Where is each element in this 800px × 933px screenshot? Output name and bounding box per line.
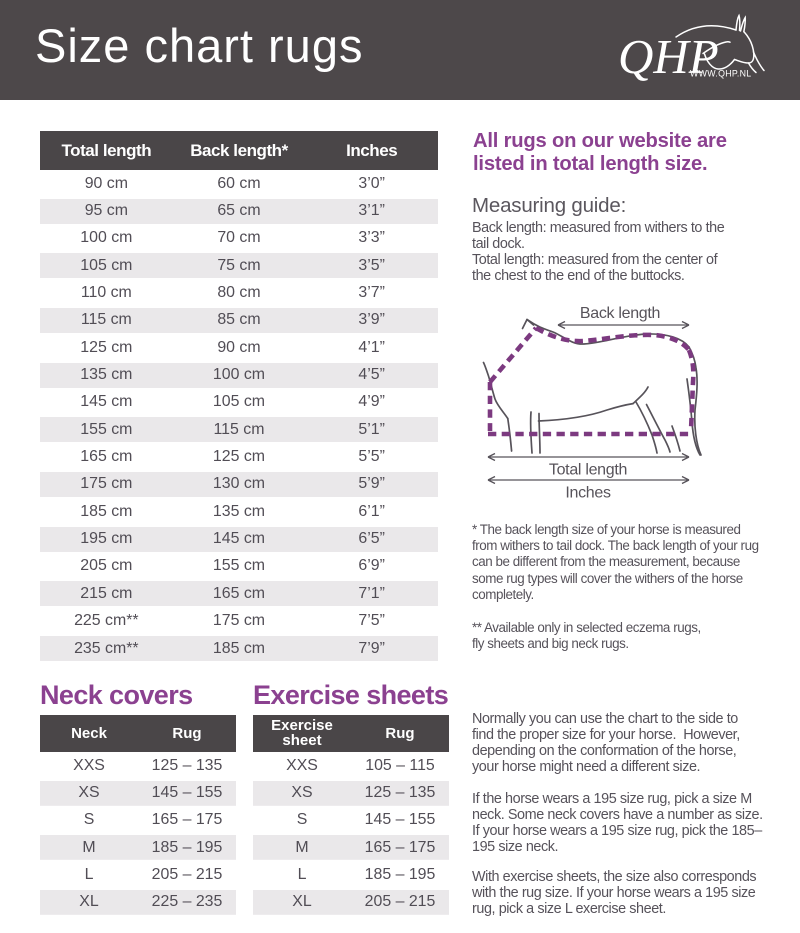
svg-text:Total length: Total length: [549, 462, 627, 479]
svg-text:WWW.QHP.NL: WWW.QHP.NL: [690, 69, 752, 79]
svg-text:Inches: Inches: [565, 485, 611, 502]
svg-text:QHP: QHP: [618, 29, 719, 84]
svg-text:Back length: Back length: [580, 305, 660, 322]
